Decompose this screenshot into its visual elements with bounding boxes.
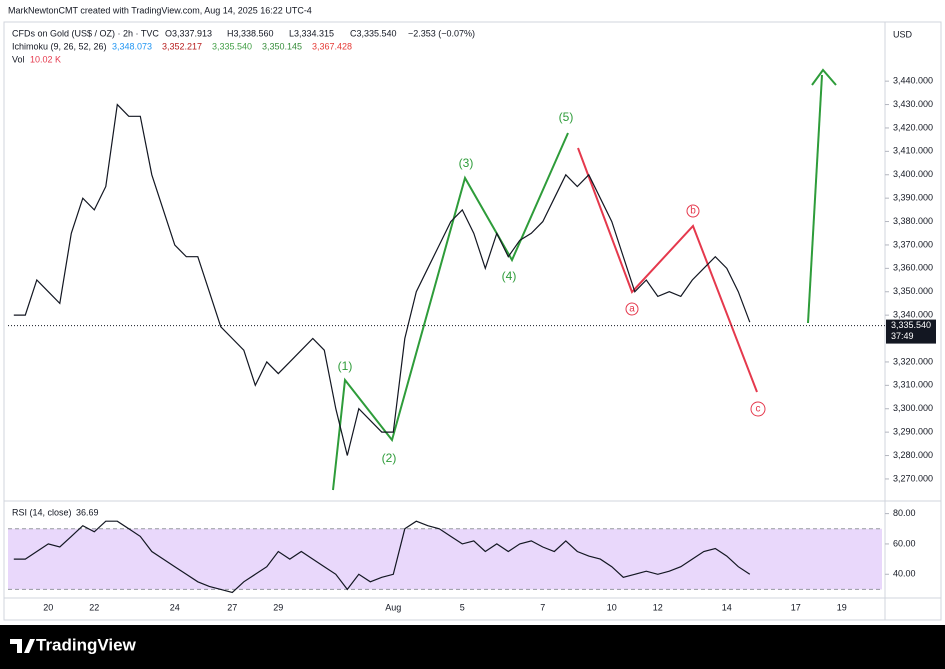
x-tick-label: Aug xyxy=(385,602,401,612)
x-tick-label: 19 xyxy=(837,602,847,612)
wave-label: c xyxy=(756,404,761,415)
wave-label: (2) xyxy=(382,451,397,465)
x-tick-label: 27 xyxy=(227,602,237,612)
ichimoku-value: 3,350.145 xyxy=(262,41,302,51)
y-tick-label: 3,380.000 xyxy=(893,216,933,226)
close: C3,335.540 xyxy=(350,28,397,38)
change: −2.353 (−0.07%) xyxy=(408,28,475,38)
x-tick-label: 22 xyxy=(89,602,99,612)
y-tick-label: 3,320.000 xyxy=(893,356,933,366)
corrective-wave xyxy=(577,147,758,393)
y-tick-label: 3,360.000 xyxy=(893,263,933,273)
frame xyxy=(3,21,942,621)
y-tick-label: 3,420.000 xyxy=(893,122,933,132)
y-tick-label: 3,370.000 xyxy=(893,239,933,249)
y-tick-label: 3,290.000 xyxy=(893,427,933,437)
footer xyxy=(0,625,945,669)
last-price-box xyxy=(886,319,936,344)
rsi-band xyxy=(8,528,882,590)
x-tick-label: 29 xyxy=(273,602,283,612)
wave-circle xyxy=(750,401,766,417)
x-tick-label: 17 xyxy=(791,602,801,612)
logo-mark xyxy=(10,639,35,653)
target-arrow xyxy=(807,74,823,324)
ichimoku-value: 3,367.428 xyxy=(312,41,352,51)
y-tick-label: 3,390.000 xyxy=(893,193,933,203)
y-tick-label: 3,280.000 xyxy=(893,450,933,460)
x-tick-label: 10 xyxy=(607,602,617,612)
rsi-line xyxy=(13,520,751,594)
arrow-head xyxy=(811,68,837,86)
wave-label: b xyxy=(690,206,696,217)
ichimoku-value: 3,348.073 xyxy=(112,41,152,51)
y-tick-label: 3,410.000 xyxy=(893,146,933,156)
y-tick-label: 40.00 xyxy=(893,569,916,579)
ichimoku-label: Ichimoku (9, 26, 52, 26) xyxy=(12,41,107,51)
vol-label: Vol xyxy=(12,54,25,64)
y-tick-label: 80.00 xyxy=(893,508,916,518)
high: H3,338.560 xyxy=(227,28,274,38)
price-line xyxy=(13,103,751,456)
wave-circle xyxy=(625,302,639,316)
last-price-label: 3,335.540 xyxy=(891,320,931,330)
x-tick-label: 20 xyxy=(43,602,53,612)
x-tick-label: 5 xyxy=(460,602,465,612)
wave-label: (1) xyxy=(338,359,353,373)
countdown: 37:49 xyxy=(891,331,914,341)
wave-label: (4) xyxy=(502,269,517,283)
ichimoku-value: 3,352.217 xyxy=(162,41,202,51)
rsi-title: RSI (14, close) xyxy=(12,507,72,517)
wave-circle xyxy=(686,204,700,218)
wave-label: (5) xyxy=(559,110,574,124)
rsi-value: 36.69 xyxy=(76,507,99,517)
y-tick-label: 3,300.000 xyxy=(893,403,933,413)
x-tick-label: 14 xyxy=(722,602,732,612)
x-tick-label: 7 xyxy=(540,602,545,612)
y-tick-label: 3,350.000 xyxy=(893,286,933,296)
footer-logo: TradingView xyxy=(36,635,137,654)
wave-label: (3) xyxy=(459,156,474,170)
y-tick-label: 3,440.000 xyxy=(893,76,933,86)
x-tick-label: 12 xyxy=(653,602,663,612)
axis-label: USD xyxy=(893,29,913,39)
x-tick-label: 24 xyxy=(170,602,180,612)
vol-value: 10.02 K xyxy=(30,54,61,64)
y-tick-label: 3,310.000 xyxy=(893,380,933,390)
wave-label: a xyxy=(629,304,635,315)
watermark: MarkNewtonCMT created with TradingView.c… xyxy=(8,5,312,15)
y-tick-label: 3,430.000 xyxy=(893,99,933,109)
low: L3,334.315 xyxy=(289,28,334,38)
ichimoku-value: 3,335.540 xyxy=(212,41,252,51)
symbol: CFDs on Gold (US$ / OZ) · 2h · TVC xyxy=(12,28,159,38)
y-tick-label: 3,340.000 xyxy=(893,310,933,320)
open: O3,337.913 xyxy=(165,28,212,38)
y-tick-label: 3,270.000 xyxy=(893,473,933,483)
y-tick-label: 3,400.000 xyxy=(893,169,933,179)
y-tick-label: 60.00 xyxy=(893,538,916,548)
